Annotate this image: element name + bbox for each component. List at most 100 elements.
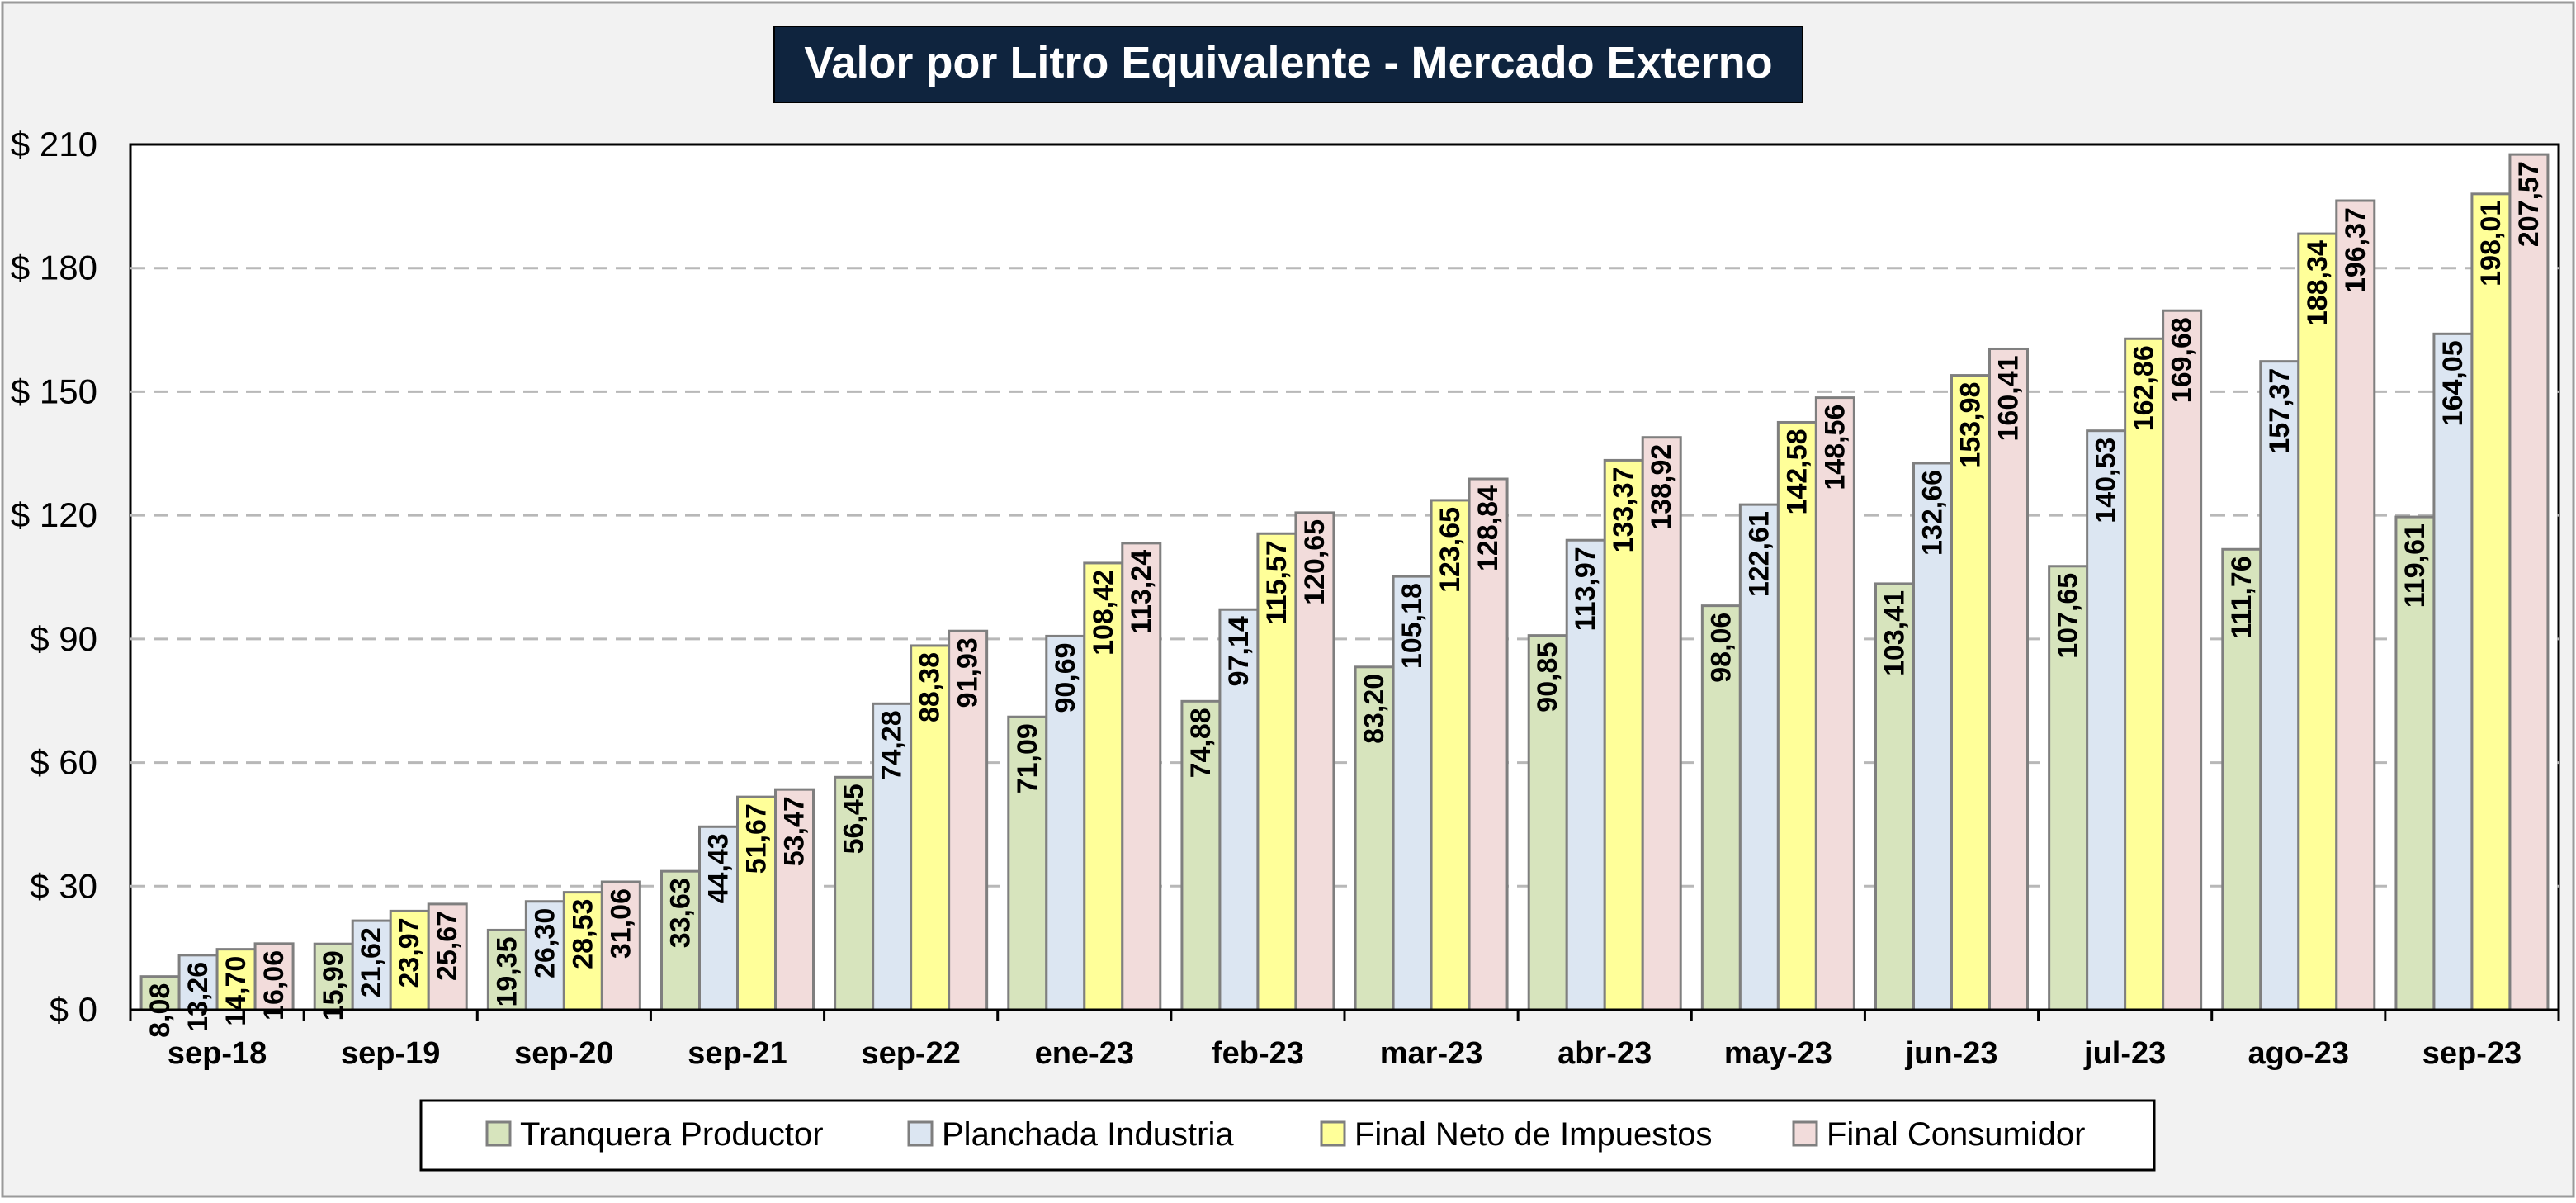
legend-label: Final Consumidor [1827, 1116, 2085, 1153]
x-tick-label: mar-23 [1380, 1036, 1483, 1071]
data-label: 120,65 [1299, 519, 1331, 605]
x-tick-label: sep-23 [2422, 1036, 2522, 1071]
chart-title-background [773, 26, 1803, 103]
data-label: 98,06 [1705, 613, 1737, 683]
x-tick-label: sep-19 [341, 1036, 440, 1071]
bar [177, 954, 219, 1011]
legend-box [419, 1099, 2156, 1172]
data-label: 108,42 [1088, 570, 1119, 656]
bar [2394, 515, 2436, 1011]
data-label: 160,41 [1993, 355, 2025, 441]
x-tick-label: ago-23 [2248, 1036, 2349, 1071]
chart-title: Valor por Litro Equivalente - Mercado Ex… [804, 38, 1772, 88]
y-tick-label: $ 210 [11, 125, 97, 163]
data-label: 162,86 [2129, 345, 2160, 431]
data-label: 14,70 [220, 956, 252, 1026]
bar [2335, 199, 2376, 1011]
data-label: 74,28 [877, 710, 908, 780]
bar [2508, 153, 2550, 1011]
data-label: 207,57 [2513, 161, 2545, 247]
data-label: 21,62 [356, 927, 387, 997]
legend-swatch [1792, 1120, 1818, 1147]
y-tick-label: $ 30 [30, 866, 97, 905]
data-label: 122,61 [1743, 511, 1775, 597]
chart-title-box: Valor por Litro Equivalente - Mercado Ex… [773, 26, 1803, 103]
bar [2124, 337, 2165, 1011]
x-tick-label: sep-18 [168, 1036, 267, 1071]
legend-label: Planchada Industria [942, 1116, 1234, 1153]
x-tick-label: may-23 [1724, 1036, 1832, 1071]
x-tick-label: feb-23 [1212, 1036, 1304, 1071]
bar [660, 869, 701, 1011]
x-tick-label: sep-22 [861, 1036, 960, 1071]
data-label: 90,69 [1050, 642, 1081, 713]
y-tick-label: $ 180 [11, 249, 97, 287]
y-tick-label: $ 0 [50, 990, 97, 1029]
x-axis: sep-18 sep-19 sep-20 sep-21 sep-22 ene-23 feb-… [129, 1008, 2560, 1071]
data-label: 33,63 [665, 878, 697, 948]
data-label: 83,20 [1359, 674, 1390, 744]
x-tick-label: sep-20 [514, 1036, 613, 1071]
bar [1218, 608, 1260, 1011]
legend-label: Final Neto de Impuestos [1354, 1116, 1713, 1153]
bar [1603, 458, 1644, 1011]
bar [2259, 360, 2300, 1011]
data-label: 128,84 [1472, 485, 1504, 571]
y-tick-label: $ 60 [30, 743, 97, 782]
x-tick-label: jul-23 [2083, 1036, 2166, 1071]
data-label: 157,37 [2264, 368, 2295, 454]
data-label: 133,37 [1608, 467, 1639, 552]
legend-swatch [907, 1120, 934, 1147]
bar [427, 902, 468, 1011]
legend-swatch [485, 1120, 512, 1147]
data-label: 44,43 [703, 833, 735, 903]
bar [1912, 462, 1953, 1011]
bar [2297, 232, 2338, 1011]
bar [215, 948, 257, 1011]
data-label: 113,97 [1570, 547, 1601, 631]
data-label: 71,09 [1012, 723, 1043, 793]
data-label: 97,14 [1223, 616, 1255, 686]
data-label: 123,65 [1435, 507, 1466, 593]
legend-label: Tranquera Productor [520, 1116, 824, 1153]
bar [1294, 511, 1335, 1011]
data-label: 115,57 [1261, 540, 1293, 624]
bar [1988, 347, 2029, 1011]
data-label: 138,92 [1646, 444, 1677, 530]
data-label: 142,58 [1781, 429, 1813, 514]
data-label: 51,67 [741, 803, 773, 874]
data-label: 19,35 [491, 936, 522, 1006]
bar [2221, 547, 2262, 1011]
data-label: 25,67 [432, 911, 463, 981]
data-label: 91,93 [952, 637, 984, 708]
data-label: 119,61 [2399, 523, 2431, 608]
x-tick-label: sep-21 [688, 1036, 787, 1071]
data-label: 28,53 [567, 899, 598, 969]
data-label: 107,65 [2053, 573, 2084, 659]
data-labels: 8,08 13,26 14,70 16,06 15,99 21,62 23,97 25,67 1… [144, 161, 2545, 1038]
legend-swatch [1320, 1120, 1346, 1147]
data-label: 169,68 [2167, 317, 2198, 403]
data-label: 132,66 [1917, 470, 1949, 556]
bars [139, 153, 2550, 1011]
legend-entries: Tranquera Productor Planchada Industria Fi… [485, 1116, 2085, 1153]
data-label: 13,26 [182, 962, 214, 1032]
data-label: 103,41 [1879, 590, 1911, 676]
bar [524, 900, 565, 1011]
bar [1121, 542, 1162, 1011]
bar [872, 702, 913, 1011]
bar [2470, 192, 2512, 1011]
data-label: 26,30 [529, 908, 560, 978]
bar [910, 644, 951, 1011]
y-tick-label: $ 120 [11, 495, 97, 534]
bar [139, 975, 181, 1011]
y-tick-label: $ 90 [30, 619, 97, 658]
data-label: 31,06 [605, 888, 636, 959]
bar [736, 795, 777, 1011]
data-label: 196,37 [2340, 207, 2371, 293]
x-tick-label: jun-23 [1905, 1036, 1998, 1071]
y-axis-tick-labels: $ 0 $ 30 $ 60 $ 90 $ 120 $ 150 $ 180 $ 210 [11, 125, 97, 1029]
bar [1738, 503, 1780, 1011]
data-label: 23,97 [394, 917, 425, 988]
